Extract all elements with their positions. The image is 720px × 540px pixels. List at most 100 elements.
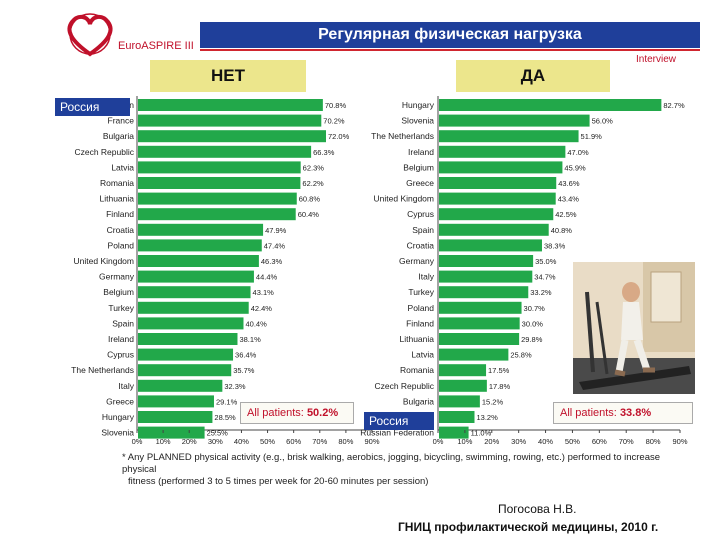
- category-label: Belgium: [403, 162, 434, 172]
- bar: [439, 379, 487, 392]
- category-label: Cyprus: [107, 350, 134, 360]
- category-label: Lithuania: [99, 194, 134, 204]
- bar: [138, 317, 244, 330]
- value-label: 46.3%: [261, 257, 283, 266]
- category-label: Czech Republic: [74, 147, 134, 157]
- value-label: 29.8%: [521, 335, 543, 344]
- category-label: Finland: [406, 318, 434, 328]
- x-tick-label: 80%: [338, 437, 353, 446]
- x-tick-label: 10%: [156, 437, 171, 446]
- bar: [439, 223, 549, 236]
- value-label: 40.8%: [551, 226, 573, 235]
- category-label: Latvia: [111, 162, 134, 172]
- category-label: Poland: [108, 240, 135, 250]
- value-label: 60.8%: [299, 195, 321, 204]
- value-label: 30.7%: [524, 304, 546, 313]
- x-tick-label: 60%: [286, 437, 301, 446]
- bar: [439, 395, 480, 408]
- category-label: Slovenia: [401, 116, 434, 126]
- bar: [138, 426, 205, 439]
- value-label: 82.7%: [663, 101, 685, 110]
- all-patients-value: 50.2%: [306, 407, 339, 419]
- bar: [138, 130, 326, 143]
- bar: [439, 317, 520, 330]
- category-label: Romania: [400, 365, 434, 375]
- bar: [138, 270, 254, 283]
- value-label: 29.1%: [216, 397, 238, 406]
- category-label: Poland: [408, 303, 435, 313]
- bar: [138, 177, 301, 189]
- value-label: 30.0%: [522, 319, 544, 328]
- page-title: Регулярная физическая нагрузка: [200, 22, 700, 48]
- category-label: Germany: [99, 272, 135, 282]
- interview-label: Interview: [636, 54, 677, 65]
- bar: [138, 301, 249, 314]
- value-label: 42.5%: [555, 210, 577, 219]
- x-tick-label: 60%: [592, 437, 607, 446]
- value-label: 70.2%: [323, 117, 345, 126]
- bar: [439, 114, 590, 127]
- all-patients-label: All patients:: [560, 407, 617, 419]
- value-label: 38.3%: [544, 241, 566, 250]
- value-label: 56.0%: [592, 117, 614, 126]
- x-tick-label: 30%: [208, 437, 223, 446]
- value-label: 13.2%: [476, 413, 498, 422]
- x-tick-label: 90%: [672, 437, 687, 446]
- x-tick-label: 50%: [260, 437, 275, 446]
- treadmill-photo: [573, 262, 695, 394]
- value-label: 51.9%: [581, 132, 603, 141]
- bar: [439, 411, 475, 423]
- bar: [439, 99, 662, 111]
- logo-text: EuroASPIRE III: [118, 40, 194, 52]
- category-label: Italy: [418, 272, 434, 282]
- russia-highlight-right: Россия: [364, 412, 434, 430]
- category-label: France: [108, 116, 135, 126]
- bar: [439, 177, 557, 189]
- bar: [138, 255, 259, 267]
- all-patients-value: 33.8%: [619, 407, 652, 419]
- category-label: Belgium: [103, 287, 134, 297]
- heart-logo-icon: [67, 13, 113, 57]
- value-label: 44.4%: [256, 273, 278, 282]
- category-label: United Kingdom: [74, 256, 134, 266]
- category-label: Italy: [118, 381, 134, 391]
- value-label: 72.0%: [328, 132, 350, 141]
- category-label: Greece: [106, 396, 134, 406]
- bar: [439, 364, 487, 377]
- all-patients-label: All patients:: [247, 407, 304, 419]
- x-tick-label: 70%: [619, 437, 634, 446]
- category-label: Romania: [100, 178, 134, 188]
- value-label: 25.5%: [207, 429, 229, 438]
- x-tick-label: 20%: [182, 437, 197, 446]
- category-label: Spain: [412, 225, 434, 235]
- category-label: Cyprus: [407, 209, 434, 219]
- category-label: Lithuania: [399, 334, 434, 344]
- category-label: Turkey: [408, 287, 434, 297]
- category-label: Ireland: [108, 334, 134, 344]
- value-label: 35.7%: [233, 366, 255, 375]
- category-label: Bulgaria: [103, 131, 134, 141]
- bar: [138, 114, 322, 127]
- category-label: Croatia: [107, 225, 135, 235]
- category-label: The Netherlands: [71, 365, 134, 375]
- category-label: Hungary: [402, 100, 435, 110]
- bar: [439, 208, 554, 221]
- x-tick-label: 40%: [538, 437, 553, 446]
- bar: [138, 411, 213, 423]
- category-label: Germany: [399, 256, 435, 266]
- value-label: 43.4%: [558, 195, 580, 204]
- value-label: 47.4%: [264, 241, 286, 250]
- russia-highlight-left: Россия: [55, 98, 130, 116]
- value-label: 40.4%: [245, 319, 267, 328]
- bar: [138, 286, 251, 299]
- author-credit: Погосова Н.В.: [498, 502, 577, 516]
- value-label: 17.5%: [488, 366, 510, 375]
- category-label: The Netherlands: [371, 131, 434, 141]
- bar: [138, 333, 238, 345]
- bar: [439, 145, 566, 158]
- value-label: 28.5%: [214, 413, 236, 422]
- bar: [138, 395, 214, 408]
- euroaspire-logo: [62, 10, 202, 58]
- category-label: Bulgaria: [403, 396, 434, 406]
- value-label: 36.4%: [235, 351, 257, 360]
